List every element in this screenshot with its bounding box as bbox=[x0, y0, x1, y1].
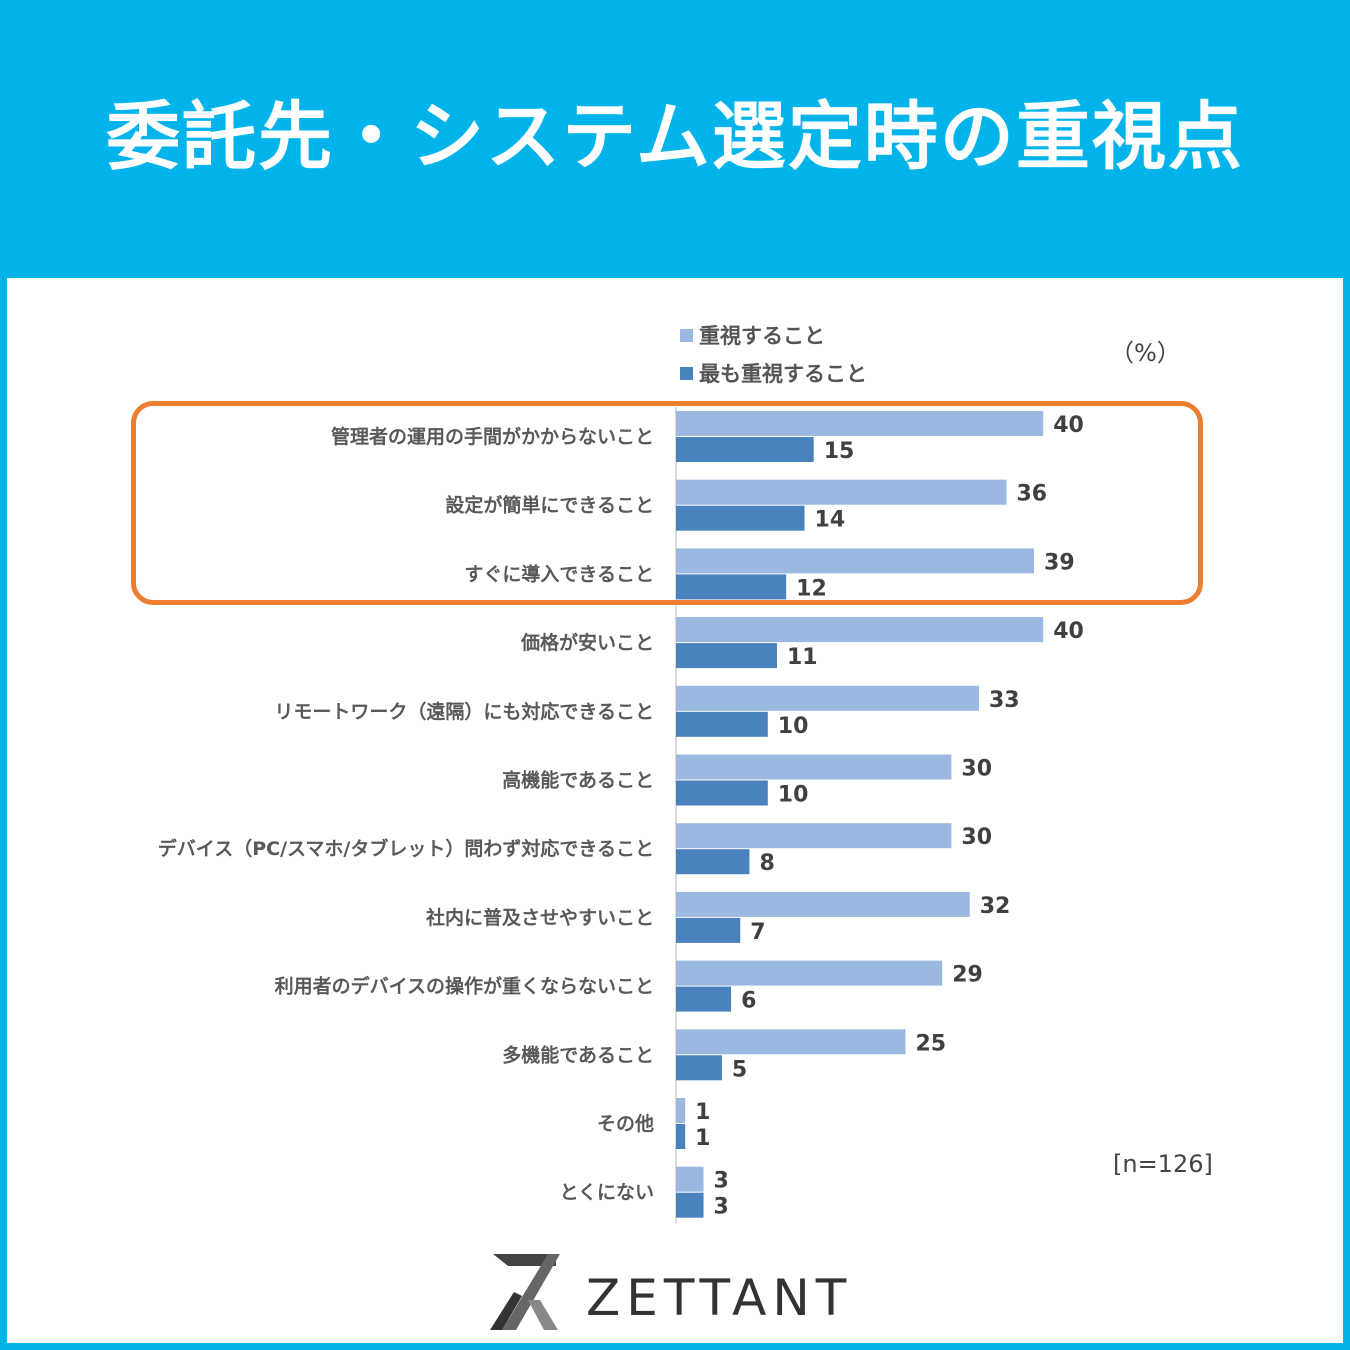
bar-series1 bbox=[676, 411, 1044, 436]
data-label-series2: 3 bbox=[714, 1195, 729, 1220]
data-label-series2: 10 bbox=[778, 714, 809, 739]
zettant-logo: ZETTANT bbox=[488, 1252, 858, 1332]
bar-series1 bbox=[676, 479, 1007, 505]
bar-series1 bbox=[676, 685, 979, 711]
category-label: 価格が安いこと bbox=[520, 631, 654, 654]
bar-series1 bbox=[676, 1098, 686, 1123]
highlight-frame bbox=[131, 401, 1203, 605]
data-label-series1: 29 bbox=[952, 963, 983, 988]
data-label-series2: 1 bbox=[695, 1126, 710, 1151]
legend-label-series1: 重視すること bbox=[699, 324, 825, 348]
bar-series1 bbox=[676, 960, 943, 986]
bar-series1 bbox=[676, 891, 970, 917]
zettant-logo-text: ZETTANT bbox=[586, 1269, 853, 1327]
category-label: デバイス（PC/スマホ/タブレット）問わず対応できること bbox=[158, 837, 654, 860]
bar-series2 bbox=[676, 505, 805, 531]
category-label: 多機能であること bbox=[502, 1043, 654, 1066]
data-label-series1: 40 bbox=[1053, 413, 1084, 438]
category-label: 管理者の運用の手間がかからないこと bbox=[331, 425, 654, 448]
category-label: 高機能であること bbox=[502, 769, 654, 792]
bar-series2 bbox=[676, 917, 741, 943]
bar-series2 bbox=[676, 1055, 722, 1081]
bar-series2 bbox=[676, 780, 768, 806]
unit-label: （%） bbox=[1110, 339, 1181, 367]
legend-swatch-series1 bbox=[680, 328, 693, 342]
data-label-series2: 15 bbox=[824, 439, 855, 464]
data-label-series1: 32 bbox=[980, 894, 1011, 919]
bar-series2 bbox=[676, 1124, 686, 1149]
data-label-series1: 1 bbox=[695, 1100, 710, 1125]
data-label-series2: 10 bbox=[778, 783, 809, 808]
data-label-series1: 39 bbox=[1044, 550, 1075, 575]
data-label-series2: 8 bbox=[759, 851, 774, 876]
data-label-series2: 14 bbox=[815, 508, 846, 533]
bar-series1 bbox=[676, 548, 1035, 574]
chart-panel bbox=[7, 278, 1343, 1343]
bar-series1 bbox=[676, 754, 952, 780]
bar-series1 bbox=[676, 823, 952, 849]
zettant-logo-icon bbox=[490, 1254, 560, 1330]
data-label-series2: 5 bbox=[732, 1057, 747, 1082]
data-label-series2: 6 bbox=[741, 989, 756, 1014]
chart-legend: 重視すること 最も重視すること bbox=[680, 316, 867, 392]
category-label: 設定が簡単にできること bbox=[445, 494, 654, 517]
data-label-series2: 7 bbox=[750, 920, 765, 945]
header-banner: 委託先・システム選定時の重視点 bbox=[0, 0, 1350, 278]
category-label: すぐに導入できること bbox=[464, 562, 654, 585]
legend-swatch-series2 bbox=[680, 366, 693, 380]
bar-series2 bbox=[676, 437, 814, 462]
data-label-series1: 30 bbox=[961, 757, 992, 782]
bar-series1 bbox=[676, 1166, 704, 1192]
legend-item-series1: 重視すること bbox=[680, 316, 867, 354]
data-label-series1: 40 bbox=[1053, 619, 1084, 644]
bar-series2 bbox=[676, 986, 732, 1012]
bar-series1 bbox=[676, 617, 1044, 643]
data-label-series1: 30 bbox=[961, 825, 992, 850]
category-label: その他 bbox=[597, 1112, 654, 1135]
sample-size-label: [n=126] bbox=[1113, 1150, 1213, 1178]
category-label: 社内に普及させやすいこと bbox=[425, 906, 654, 929]
data-label-series2: 12 bbox=[796, 576, 827, 601]
legend-label-series2: 最も重視すること bbox=[699, 362, 867, 386]
bar-series2 bbox=[676, 574, 787, 600]
legend-item-series2: 最も重視すること bbox=[680, 354, 867, 392]
bar-series2 bbox=[676, 849, 750, 875]
bar-series2 bbox=[676, 643, 777, 669]
data-label-series1: 33 bbox=[989, 688, 1020, 713]
page-title: 委託先・システム選定時の重視点 bbox=[106, 94, 1244, 180]
category-label: とくにない bbox=[560, 1182, 654, 1204]
category-label: 利用者のデバイスの操作が重くならないこと bbox=[275, 975, 654, 998]
bar-series1 bbox=[676, 1029, 906, 1055]
data-label-series1: 36 bbox=[1016, 482, 1047, 507]
data-label-series2: 11 bbox=[787, 645, 818, 670]
bar-series2 bbox=[676, 1192, 704, 1218]
category-label: リモートワーク（遠隔）にも対応できること bbox=[274, 700, 654, 723]
bar-series2 bbox=[676, 711, 768, 737]
data-label-series1: 25 bbox=[916, 1031, 947, 1056]
data-label-series1: 3 bbox=[714, 1169, 729, 1194]
